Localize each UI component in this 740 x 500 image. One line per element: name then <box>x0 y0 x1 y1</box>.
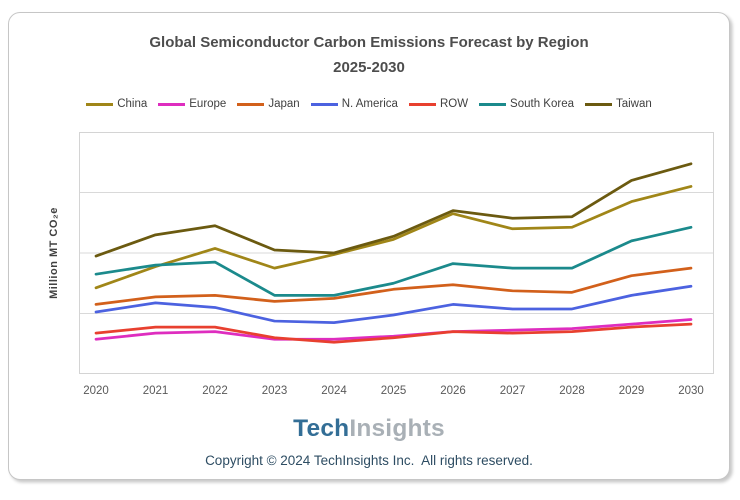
legend-label: Taiwan <box>615 98 652 110</box>
brand-logo-tech: Tech <box>293 415 350 442</box>
x-axis-tick-label: 2030 <box>678 385 704 397</box>
chart-plot-area <box>79 132 714 374</box>
chart-legend: China Europe Japan N. America ROW South Korea… <box>9 98 729 110</box>
legend-item-row: ROW <box>408 98 469 110</box>
legend-item-south-korea: South Korea <box>479 98 574 110</box>
series-line-south-korea <box>94 225 693 297</box>
x-axis-tick-label: 2021 <box>142 385 169 397</box>
legend-swatch <box>479 102 507 106</box>
x-axis-tick-label: 2028 <box>559 385 585 397</box>
x-axis-tick-label: 2027 <box>499 385 526 397</box>
x-axis-labels: 2020 2021 2022 2023 2024 2025 2026 2027 2028 2029… <box>9 385 729 401</box>
legend-swatch <box>584 102 612 106</box>
y-axis-title: Million MT CO₂e <box>48 207 60 299</box>
legend-item-japan: Japan <box>237 98 300 110</box>
x-axis-tick-label: 2026 <box>440 385 466 397</box>
chart-title: Global Semiconductor Carbon Emissions Fo… <box>9 30 729 80</box>
brand-logo-insights: Insights <box>349 415 445 442</box>
legend-label: China <box>117 98 148 110</box>
legend-swatch <box>86 102 114 106</box>
chart-title-line1: Global Semiconductor Carbon Emissions Fo… <box>149 34 589 51</box>
series-line-europe <box>94 318 693 341</box>
series-line-china <box>94 185 693 290</box>
x-axis-tick-label: 2022 <box>202 385 228 397</box>
legend-label: Europe <box>189 98 227 110</box>
legend-swatch <box>237 102 265 106</box>
legend-item-china: China <box>86 98 147 110</box>
brand-logo: TechInsights <box>9 415 729 443</box>
legend-swatch <box>310 102 338 106</box>
series-line-taiwan <box>94 162 693 258</box>
legend-item-taiwan: Taiwan <box>584 98 652 110</box>
legend-label: South Korea <box>510 98 574 110</box>
x-axis-tick-label: 2023 <box>261 385 288 397</box>
x-axis-tick-label: 2025 <box>380 385 407 397</box>
legend-item-n-america: N. America <box>310 98 398 110</box>
series-line-n-america <box>94 284 693 324</box>
series-line-japan <box>94 266 693 306</box>
y-axis-title-box: Million MT CO₂e <box>43 132 65 374</box>
legend-label: ROW <box>439 98 469 110</box>
legend-label: Japan <box>268 98 300 110</box>
x-axis-tick-label: 2029 <box>618 385 645 397</box>
copyright-text: Copyright © 2024 TechInsights Inc. All r… <box>205 453 533 468</box>
legend-item-europe: Europe <box>158 98 226 110</box>
x-axis-tick-label: 2024 <box>321 385 347 397</box>
legend-swatch <box>408 102 436 106</box>
legend-swatch <box>158 102 186 106</box>
series-line-row <box>94 322 693 344</box>
chart-card: Global Semiconductor Carbon Emissions Fo… <box>8 12 730 480</box>
legend-label: N. America <box>341 98 398 110</box>
chart-title-line2: 2025-2030 <box>333 59 405 76</box>
x-axis-tick-label: 2020 <box>83 385 109 397</box>
